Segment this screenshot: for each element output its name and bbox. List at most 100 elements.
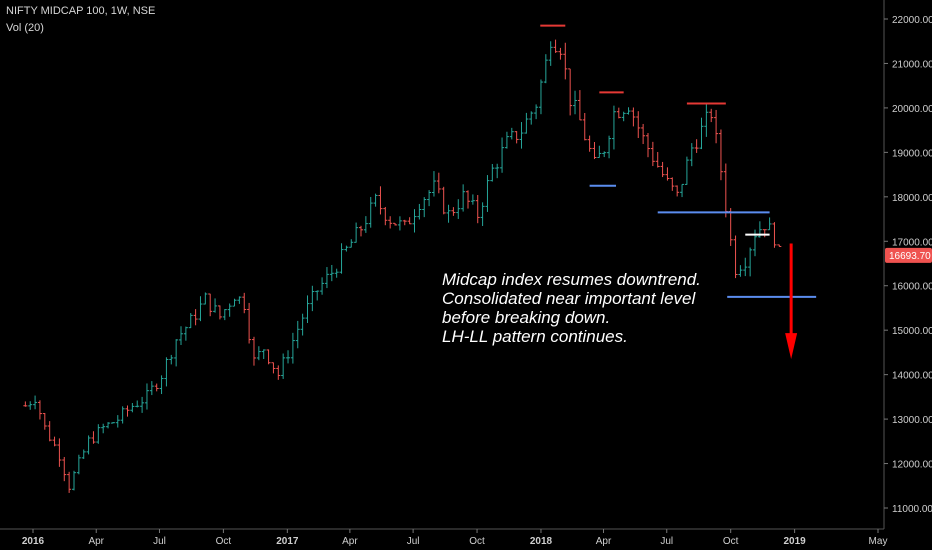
ohlc-bar [76,454,81,475]
note-line-1: Midcap index resumes downtrend. [442,270,701,289]
ohlc-bar [368,196,373,228]
ohlc-bar [626,107,631,115]
ohlc-bar [680,183,685,198]
ohlc-bar [300,313,305,336]
price-tick-label: 18000.00 [892,193,932,204]
price-tick-label: 13000.00 [892,415,932,426]
ohlc-bar [179,326,184,345]
ohlc-bar [558,47,563,60]
time-axis[interactable]: 2016 Apr Jul Oct 2017 Apr Jul Oct 2018 Apr Jul Oct 2… [22,529,888,547]
ohlc-bar [694,139,699,153]
ohlc-bar [315,290,320,301]
ohlc-bar [563,42,568,80]
ohlc-bar [101,423,106,434]
last-price-tag-bg [885,247,932,263]
ohlc-bar [110,422,115,424]
ohlc-bar [592,142,597,160]
ohlc-bar [344,245,349,252]
price-tick-label: 15000.00 [892,326,932,337]
ohlc-bar [393,222,398,226]
time-tick-label: Oct [469,536,485,547]
ohlc-bar [154,383,159,392]
price-axis[interactable]: 22000.00 21000.00 20000.00 19000.00 18000.00… [884,15,932,515]
ohlc-bar [261,349,266,359]
ohlc-bar [461,184,466,212]
time-tick-label: 2017 [276,536,299,547]
analysis-note: Midcap index resumes downtrend. Consolid… [442,270,701,346]
time-tick-label: 2016 [22,536,45,547]
ohlc-bar [52,436,57,447]
ohlc-bar [33,395,38,410]
ohlc-bar [305,295,310,323]
ohlc-bar [174,339,179,367]
ohlc-bar [500,137,505,173]
ohlc-bar [373,193,378,207]
price-tick-label: 11000.00 [892,504,932,515]
downtrend-arrow [785,243,798,360]
volume-indicator-label[interactable]: Vol (20) [6,22,44,34]
ohlc-bar [529,111,534,125]
ohlc-bar [329,264,334,282]
ohlc-bar [276,365,281,380]
ohlc-bar [290,332,295,364]
ohlc-bar [611,105,616,150]
ohlc-bar [748,247,753,277]
ohlc-bar [140,396,145,413]
ohlc-bar [466,190,471,209]
ohlc-bar [684,156,689,185]
ohlc-bar [159,375,164,395]
ohlc-bar [237,296,242,304]
price-tick-label: 21000.00 [892,59,932,70]
ohlc-bar [412,209,417,233]
ohlc-bar [553,39,558,53]
ohlc-bar [597,145,602,158]
ohlc-bar [62,456,67,482]
ohlc-bar [704,103,709,137]
ohlc-bar [577,90,582,121]
ohlc-bar [709,108,714,123]
ohlc-bar [524,112,529,134]
ohlc-bar [456,199,461,219]
ohlc-bar [354,222,359,243]
ohlc-bar [227,303,232,317]
ohlc-bar [324,267,329,289]
ohlc-bar [256,346,261,361]
ohlc-bar [232,298,237,307]
ohlc-bar [641,123,646,145]
ohlc-bar [144,383,149,410]
ohlc-bar [310,285,315,312]
ohlc-bar [320,277,325,295]
ohlc-bar [436,172,441,194]
ohlc-bar [475,195,480,224]
ohlc-bar [42,413,47,430]
ohlc-bar [378,186,383,215]
ohlc-bar [446,204,451,223]
ohlc-bar [135,400,140,408]
ohlc-bar [383,206,388,226]
ohlc-bar [388,216,393,229]
ohlc-bar [217,305,222,320]
price-tick-label: 17000.00 [892,237,932,248]
chart-title[interactable]: NIFTY MIDCAP 100, 1W, NSE [6,5,156,17]
ohlc-bar [120,406,125,424]
price-tick-label: 12000.00 [892,460,932,471]
ohlc-bar [281,353,286,379]
ohlc-bar [490,164,495,182]
arrow-head [785,333,798,360]
note-line-3: before breaking down. [442,308,611,327]
ohlc-bar [271,362,276,374]
ohlc-bar [655,151,660,168]
last-price-label: 16693.70 [889,251,931,262]
time-tick-label: Apr [88,536,104,547]
ohlc-bar [169,354,174,365]
time-tick-label: Oct [723,536,739,547]
ohlc-bar [733,235,738,279]
price-tick-label: 20000.00 [892,104,932,115]
time-tick-label: May [869,536,888,547]
ohlc-bar [402,219,407,226]
ohlc-bar [534,104,539,120]
ohlc-bar [582,113,587,141]
ohlc-bar [247,302,252,344]
